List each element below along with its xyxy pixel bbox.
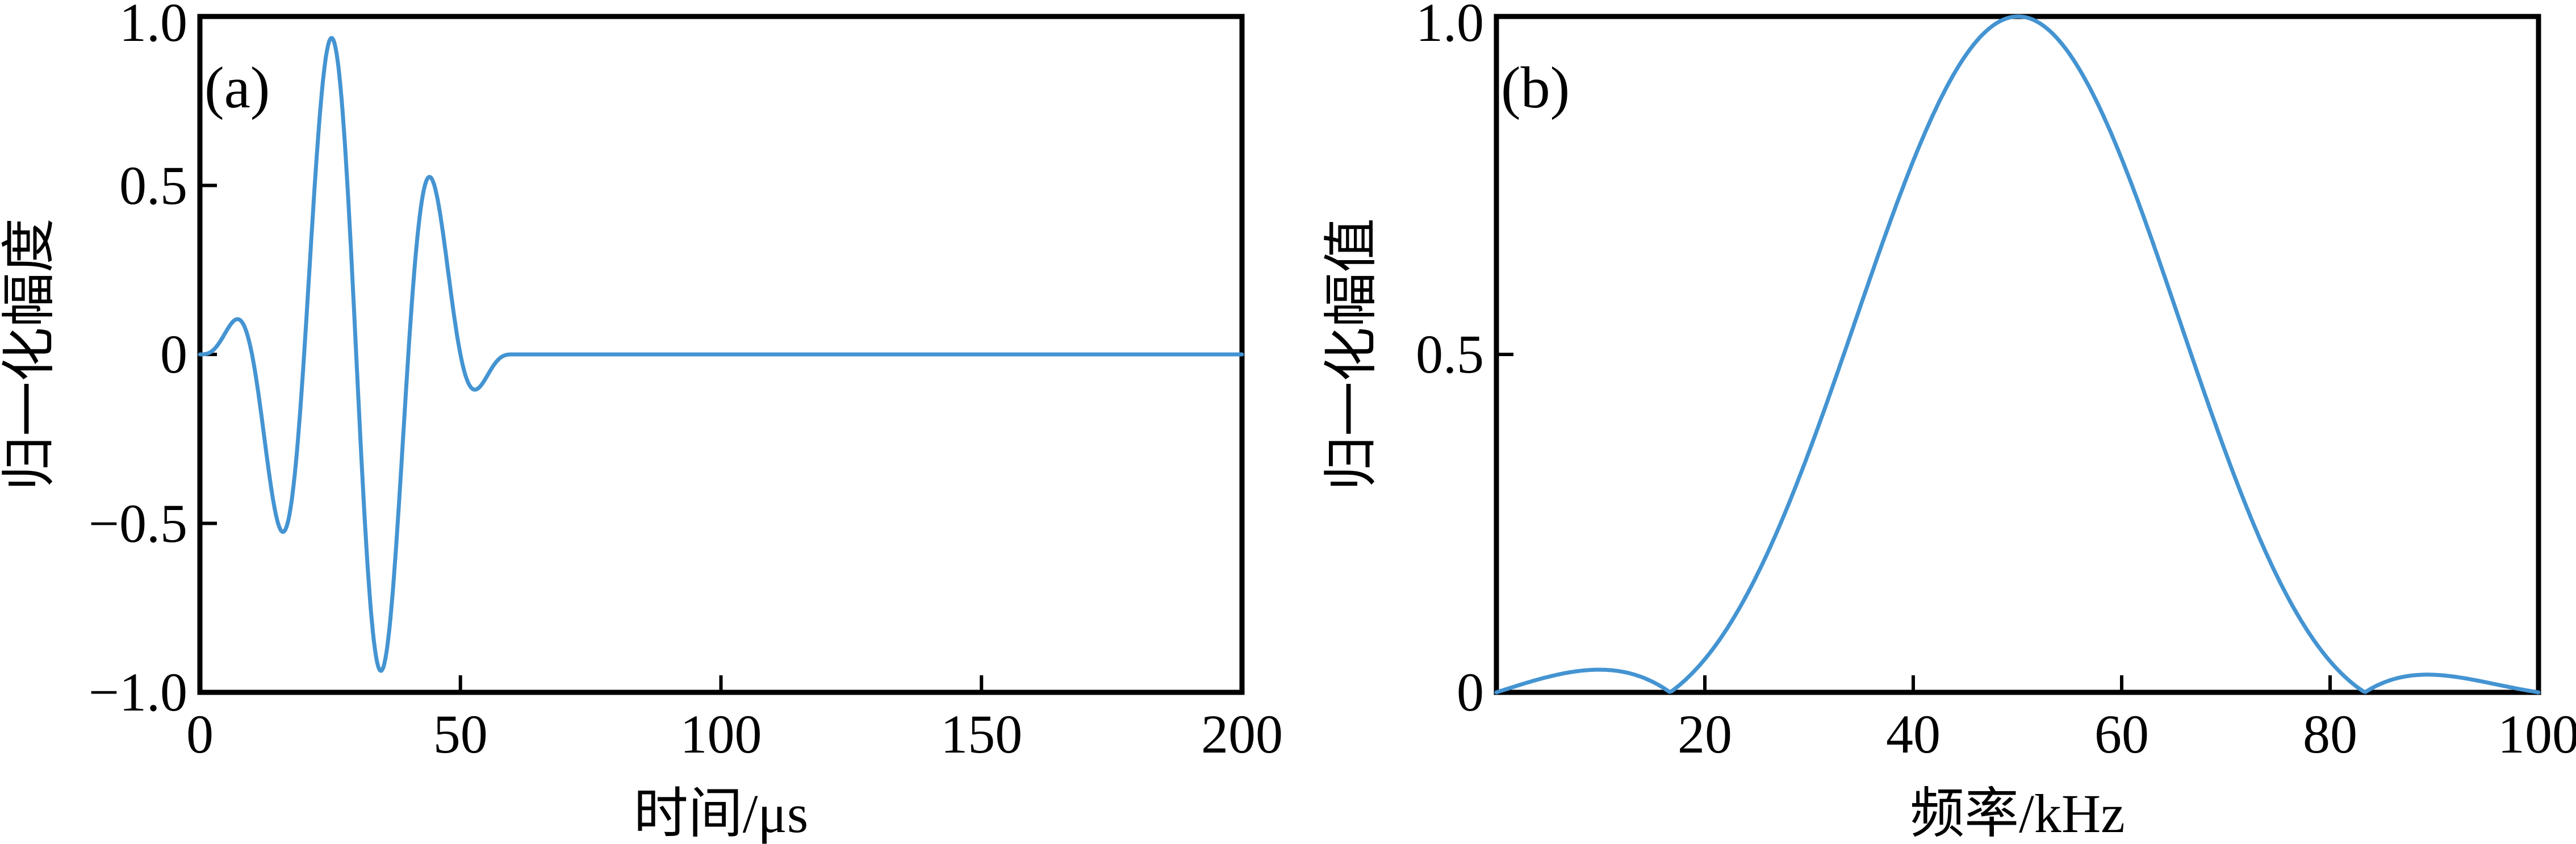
x-tick-label: 100 <box>2498 704 2576 764</box>
x-tick-label: 0 <box>186 704 214 764</box>
x-tick-label: 100 <box>680 704 762 764</box>
x-tick-label: 150 <box>940 704 1023 764</box>
y-tick-label: 0.5 <box>119 154 187 216</box>
x-tick-label: 60 <box>2094 704 2149 764</box>
panel-a-label: (a) <box>204 55 270 120</box>
y-tick-label: 1.0 <box>1416 0 1484 53</box>
x-tick-label: 50 <box>433 704 488 764</box>
y-tick-label: −0.5 <box>88 492 187 554</box>
panel-a-xaxis-title: 时间/μs <box>633 783 809 844</box>
y-tick-label: 0 <box>160 324 187 385</box>
panel-b-label: (b) <box>1501 55 1570 120</box>
x-tick-label: 40 <box>1886 704 1941 764</box>
x-tick-label: 20 <box>1678 704 1732 764</box>
waveform-curve <box>198 36 1244 673</box>
y-tick-label: −1.0 <box>88 662 187 722</box>
y-tick-label: 1.0 <box>119 0 187 53</box>
x-tick-label: 80 <box>2303 704 2357 764</box>
x-tick-label: 200 <box>1201 704 1283 764</box>
y-tick-label: 0 <box>1457 662 1484 722</box>
plot-b-frame <box>1494 14 2541 695</box>
y-tick-label: 0.5 <box>1416 324 1484 385</box>
spectrum-curve <box>1494 14 2541 695</box>
panel-b-xaxis-title: 频率/kHz <box>1910 783 2125 844</box>
